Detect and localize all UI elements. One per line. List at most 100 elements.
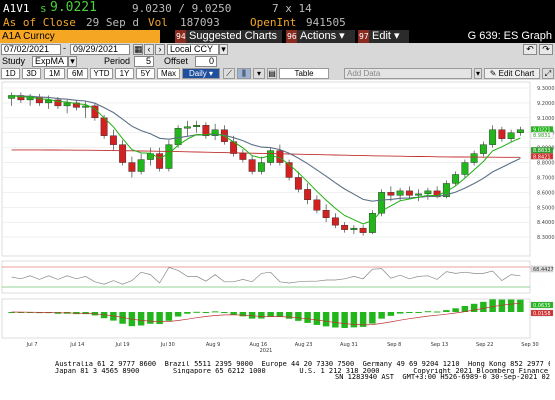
period-5y-button[interactable]: 5Y bbox=[136, 68, 155, 79]
candle-up bbox=[350, 227, 358, 230]
candle-down bbox=[109, 135, 117, 145]
macd-bar bbox=[267, 312, 274, 317]
last-value-box bbox=[530, 153, 554, 160]
actions-label: Actions bbox=[300, 30, 337, 42]
candle-down bbox=[202, 125, 210, 136]
period-input[interactable]: 5 bbox=[134, 56, 154, 67]
period-6m-button[interactable]: 6M bbox=[67, 68, 88, 79]
candle-up bbox=[165, 144, 173, 169]
last-value-label: 8.8833 bbox=[533, 148, 551, 154]
candle-up bbox=[63, 102, 71, 107]
year-label: 2021 bbox=[260, 348, 273, 354]
candle-up bbox=[193, 125, 201, 127]
calendar-icon[interactable]: ▦ bbox=[133, 44, 143, 55]
chevron-right-icon[interactable]: › bbox=[155, 44, 165, 55]
period-1y-button[interactable]: 1Y bbox=[115, 68, 134, 79]
footer-line-2: Japan 81 3 4565 8900 Singapore 65 6212 1… bbox=[55, 367, 550, 374]
price-tick-label: 8.4000 bbox=[537, 220, 555, 226]
actions-button[interactable]: Actions ▾ bbox=[297, 30, 355, 43]
currency-select[interactable]: Local CCY bbox=[167, 44, 219, 55]
size: 7 x 14 bbox=[272, 2, 312, 15]
add-data-input[interactable]: Add Data bbox=[344, 68, 472, 79]
x-tick-label: Sep 13 bbox=[431, 342, 448, 348]
actions-num: 96 bbox=[286, 30, 298, 43]
candle-up bbox=[183, 126, 191, 129]
vol-label: Vol bbox=[148, 16, 168, 29]
macd-bar bbox=[295, 312, 302, 321]
line-chart-icon[interactable]: ⟋ bbox=[223, 68, 235, 79]
period-row: 1D 3D 1M 6M YTD 1Y 5Y Max Daily ▾ ⟋ ⫼ ▾ … bbox=[0, 67, 555, 80]
macd-bar bbox=[350, 312, 358, 328]
candle-up bbox=[45, 99, 53, 104]
macd-bar bbox=[517, 299, 524, 312]
frequency-select[interactable]: Daily ▾ bbox=[182, 68, 220, 79]
price-tick-label: 8.8000 bbox=[537, 161, 555, 167]
period-label: Period bbox=[104, 56, 131, 66]
expand-icon[interactable]: ⤢ bbox=[542, 68, 554, 79]
add-data-dropdown-icon[interactable]: ▾ bbox=[474, 68, 482, 79]
moving-average-slow bbox=[11, 94, 521, 202]
candle-up bbox=[174, 128, 182, 145]
price-tick-label: 9.1000 bbox=[537, 116, 555, 122]
edit-chart-button[interactable]: ✎ Edit Chart bbox=[484, 68, 540, 79]
edit-button[interactable]: Edit ▾ bbox=[369, 30, 409, 43]
x-tick-label: Sep 30 bbox=[521, 342, 538, 348]
candle-down bbox=[405, 190, 413, 196]
toolbar: A1A Curncy 94 Suggested Charts 96 Action… bbox=[0, 30, 555, 43]
table-button[interactable]: Table bbox=[279, 68, 329, 79]
openint-label: OpenInt bbox=[250, 16, 297, 29]
chevron-down-icon[interactable]: ▾ bbox=[253, 68, 265, 79]
suggested-charts-button[interactable]: Suggested Charts bbox=[186, 30, 282, 43]
study-row: Study ExpMA ▾ Period 5 Offset 0 bbox=[0, 55, 555, 67]
frequency-label: Daily bbox=[188, 69, 207, 78]
candles bbox=[8, 92, 524, 236]
macd-bar bbox=[8, 312, 15, 313]
end-date-input[interactable]: 09/29/2021 bbox=[70, 44, 130, 55]
chevron-down-icon[interactable]: ▾ bbox=[68, 56, 77, 67]
table-icon[interactable]: ▤ bbox=[267, 68, 277, 79]
macd-bar bbox=[17, 312, 25, 313]
start-date-input[interactable]: 07/02/2021 bbox=[1, 44, 61, 55]
macd-bar bbox=[304, 312, 311, 323]
last-prefix: s bbox=[40, 2, 47, 15]
macd-bar bbox=[433, 311, 441, 313]
x-tick-label: Jul 30 bbox=[160, 342, 175, 348]
last-value-label: 9.0221 bbox=[533, 127, 551, 133]
candle-down bbox=[313, 199, 321, 211]
rsi-value-box bbox=[530, 265, 554, 273]
candle-up bbox=[415, 193, 423, 196]
macd-bar bbox=[332, 312, 339, 328]
macd-panel: 0.0635 0.0158 bbox=[1, 298, 554, 339]
offset-input[interactable]: 0 bbox=[195, 56, 217, 67]
moving-average-long bbox=[11, 149, 521, 158]
chevron-down-icon[interactable]: ▾ bbox=[219, 44, 228, 55]
close-label: As of Close bbox=[3, 16, 76, 29]
undo-icon[interactable]: ↶ bbox=[523, 44, 537, 55]
chart-area[interactable]: 9.30009.20009.10009.00008.90008.80008.70… bbox=[0, 80, 555, 380]
macd-bar bbox=[174, 312, 182, 317]
macd-bar bbox=[82, 312, 89, 315]
period-3d-button[interactable]: 3D bbox=[22, 68, 41, 79]
macd-bar bbox=[406, 312, 413, 313]
candle-chart-icon[interactable]: ⫼ bbox=[237, 68, 251, 79]
macd-bar bbox=[184, 312, 191, 314]
candle-down bbox=[359, 227, 367, 233]
candle-up bbox=[424, 190, 432, 195]
macd-bar bbox=[313, 312, 321, 325]
study-select[interactable]: ExpMA bbox=[32, 56, 68, 67]
date-range-row: 07/02/2021 - 09/29/2021 ▦ ‹ › Local CCY … bbox=[0, 43, 555, 55]
footer-line-3: SN 1283940 AST GMT+3:00 H526-6989-0 30-S… bbox=[335, 374, 550, 381]
period-1d-button[interactable]: 1D bbox=[1, 68, 20, 79]
security-field[interactable]: A1A Curncy bbox=[0, 30, 160, 43]
period-1m-button[interactable]: 1M bbox=[44, 68, 65, 79]
price-tick-label: 8.3000 bbox=[537, 235, 555, 241]
footer: Australia 61 2 9777 8600 Brazil 5511 239… bbox=[0, 361, 555, 400]
ticker: A1V1 bbox=[3, 2, 30, 15]
chevron-left-icon[interactable]: ‹ bbox=[144, 44, 154, 55]
period-ytd-button[interactable]: YTD bbox=[90, 68, 113, 79]
redo-icon[interactable]: ↷ bbox=[539, 44, 553, 55]
candle-up bbox=[378, 192, 386, 214]
chevron-down-icon: ▾ bbox=[394, 30, 400, 42]
period-max-button[interactable]: Max bbox=[157, 68, 180, 79]
macd-bar bbox=[498, 299, 506, 312]
